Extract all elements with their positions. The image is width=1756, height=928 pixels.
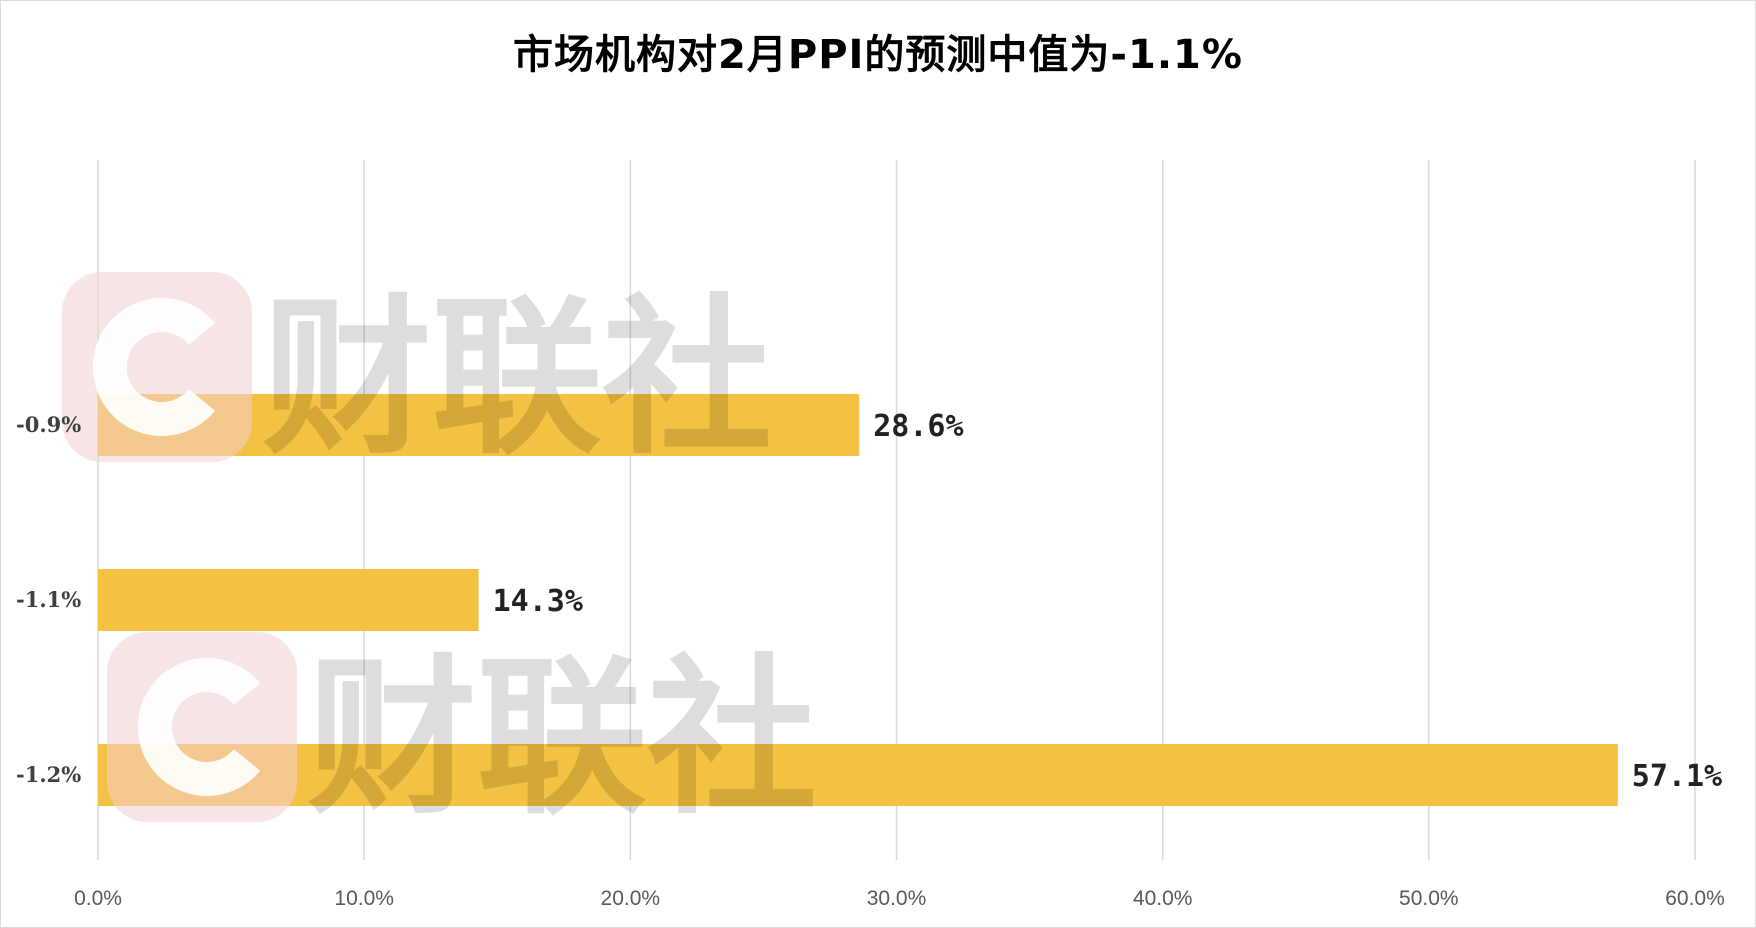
y-category-label: -0.9% — [16, 412, 81, 437]
x-tick-label: 20.0% — [601, 887, 661, 910]
x-tick-label: 60.0% — [1665, 887, 1725, 910]
watermark: 财联社 — [62, 272, 772, 478]
x-tick-label: 40.0% — [1133, 887, 1193, 910]
y-category-label: -1.1% — [16, 587, 81, 612]
x-tick-label: 10.0% — [334, 887, 394, 910]
watermark-logo-c-icon — [137, 658, 261, 796]
watermark-logo-c-icon — [92, 298, 216, 436]
bar — [98, 569, 479, 631]
x-tick-label: 30.0% — [867, 887, 927, 910]
watermark-text: 财联社 — [307, 640, 817, 838]
watermark-text: 财联社 — [262, 280, 772, 478]
watermark: 财联社 — [107, 632, 817, 838]
chart-title: 市场机构对2月PPI的预测中值为-1.1% — [513, 32, 1243, 78]
data-label: 28.6% — [873, 409, 963, 444]
grid-layer — [97, 160, 1696, 860]
y-category-label: -1.2% — [16, 762, 81, 787]
bar — [98, 744, 1618, 806]
x-tick-label: 50.0% — [1399, 887, 1459, 910]
x-tick-label: 0.0% — [74, 887, 122, 910]
data-label: 14.3% — [493, 584, 583, 619]
label-layer: 0.0% 10.0% 20.0% 30.0% 40.0% 50.0% 60.0% -0.9% 2… — [16, 409, 1725, 910]
data-label: 57.1% — [1632, 759, 1722, 794]
